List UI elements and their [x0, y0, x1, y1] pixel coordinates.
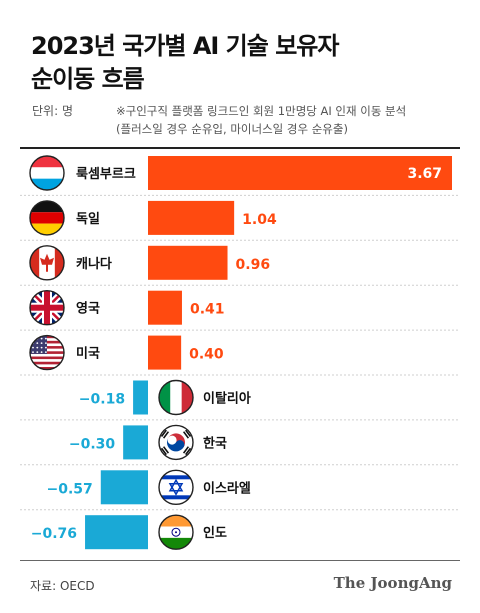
value-label: −0.57 — [47, 481, 93, 497]
category-label: 이스라엘 — [203, 480, 251, 496]
israel-flag-icon — [158, 469, 194, 505]
bar — [85, 515, 148, 550]
source-label: 자료: OECD — [30, 579, 95, 593]
value-label: 0.96 — [236, 257, 271, 273]
category-label: 이탈리아 — [203, 391, 251, 407]
category-label: 독일 — [76, 212, 100, 227]
value-label: −0.30 — [69, 436, 116, 452]
category-label: 캐나다 — [76, 256, 112, 272]
category-label: 인도 — [203, 525, 227, 541]
category-label: 룩셈부르크 — [76, 167, 136, 182]
bar — [148, 290, 182, 325]
value-label: −0.18 — [79, 392, 125, 408]
value-label: 0.40 — [189, 347, 224, 363]
bar — [148, 335, 182, 370]
bar — [148, 245, 228, 280]
bottom-rule — [20, 560, 460, 561]
value-label: 1.04 — [242, 212, 277, 228]
italy-flag-icon — [158, 379, 194, 416]
value-label: 3.67 — [407, 166, 442, 182]
germany-flag-icon — [29, 200, 65, 236]
value-label: 0.41 — [190, 302, 225, 318]
category-label: 영국 — [76, 302, 100, 317]
uk-flag-icon — [29, 290, 65, 326]
value-label: −0.76 — [31, 526, 77, 542]
publisher-logo: The JoongAng — [333, 574, 452, 592]
canada-flag-icon — [29, 245, 65, 281]
unit-label: 단위: 명 — [32, 104, 73, 118]
bar — [133, 380, 148, 415]
korea-flag-icon — [158, 424, 194, 461]
bar — [123, 425, 148, 460]
top-rule — [20, 147, 460, 149]
luxembourg-flag-icon — [29, 155, 65, 191]
chart-title: 2023년 국가별 AI 기술 보유자 순이동 흐름 — [31, 32, 339, 93]
usa-flag-icon — [29, 334, 65, 371]
chart-note: ※구인구직 플랫폼 링크드인 회원 1만명당 AI 인재 이동 분석 (플러스일… — [116, 104, 407, 136]
india-flag-icon — [158, 514, 194, 550]
bar — [148, 156, 452, 190]
category-label: 미국 — [76, 346, 100, 362]
bar — [100, 470, 148, 505]
category-label: 한국 — [203, 435, 227, 451]
bar — [148, 200, 235, 235]
